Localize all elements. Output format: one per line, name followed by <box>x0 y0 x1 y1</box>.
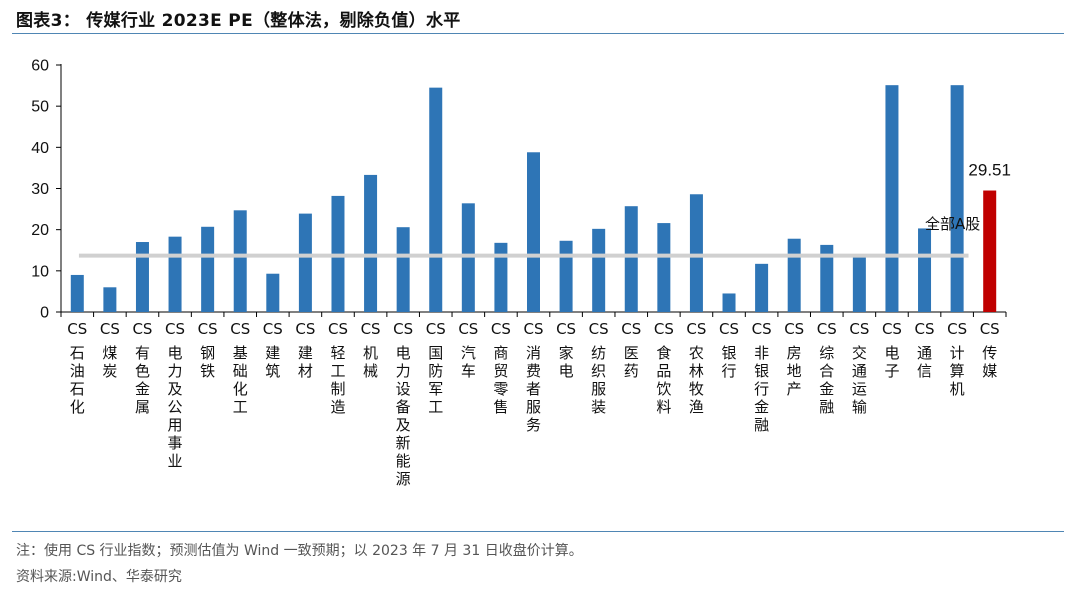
x-tick-label: CS 煤炭 <box>100 320 120 380</box>
x-tick-label: CS 农林牧渔 <box>686 320 706 416</box>
x-tick-label: CS 家电 <box>556 320 576 380</box>
x-tick-label: CS 交通运输 <box>849 320 869 416</box>
x-tick-label: CS 商贸零售 <box>491 320 511 416</box>
y-tick-label: 50 <box>31 99 49 116</box>
x-tick-label: CS 建筑 <box>263 320 283 380</box>
x-tick-label: CS 食品饮料 <box>654 320 674 416</box>
y-tick-label: 30 <box>31 181 49 198</box>
bar <box>918 228 932 312</box>
bar <box>494 242 508 312</box>
bar <box>266 273 280 312</box>
bar <box>689 194 703 312</box>
bar <box>950 85 964 313</box>
x-tick-label: CS 电子 <box>882 320 902 380</box>
bar <box>820 244 834 312</box>
x-tick-label: CS 石油石化 <box>67 320 87 416</box>
bar <box>168 236 182 312</box>
bar <box>755 263 769 312</box>
chart-bars <box>70 85 997 313</box>
x-tick-label: CS 基础化工 <box>230 320 250 416</box>
bar <box>787 238 801 312</box>
reference-line-label: 全部A股 <box>925 215 980 233</box>
bar <box>201 226 215 312</box>
y-tick-label: 10 <box>31 263 49 280</box>
bar <box>396 227 410 312</box>
bar <box>527 152 540 312</box>
y-tick-label: 20 <box>31 222 49 239</box>
x-tick-label: CS 轻工制造 <box>328 320 348 416</box>
highlight-data-label: 29.51 <box>968 161 1011 180</box>
x-tick-label: CS 消费者服务 <box>524 320 544 434</box>
x-tick-labels: CS 石油石化 CS 煤炭 CS 有色金属 CS 电力及公用事业 CS 钢铁 CS 基础化工 CS 建筑 C… <box>67 320 999 488</box>
bar <box>624 206 638 312</box>
bar <box>429 87 443 313</box>
bar <box>722 293 736 312</box>
bar <box>592 228 606 312</box>
x-tick-label: CS 机械 <box>361 320 381 380</box>
x-tick-label: CS 电力及公用事业 <box>165 320 185 470</box>
bar <box>657 223 671 312</box>
x-tick-label: CS 综合金融 <box>817 320 837 416</box>
x-tick-label: CS 计算机 <box>947 320 967 398</box>
x-tick-label: CS 医药 <box>621 320 641 380</box>
bar <box>70 274 84 312</box>
chart-title: 图表3： 传媒行业 2023E PE（整体法，剔除负值）水平 <box>16 11 461 31</box>
x-tick-label: CS 银行 <box>719 320 739 380</box>
footer-divider <box>12 531 1064 532</box>
y-tick-label: 40 <box>31 140 49 157</box>
x-tick-label: CS 房地产 <box>784 320 804 398</box>
bar <box>103 287 117 312</box>
bar <box>461 203 475 312</box>
bar <box>852 256 866 312</box>
x-tick-label: CS 电力设备及新能源 <box>393 320 413 488</box>
source-line: 资料来源:Wind、华泰研究 <box>16 569 182 585</box>
chart-axes: 0 10 20 30 40 50 60 <box>31 58 1007 322</box>
chart-annotations: 全部A股 29.51 <box>78 161 1011 258</box>
bar <box>135 242 149 312</box>
x-tick-label: CS 非银行金融 <box>752 320 772 434</box>
y-tick-label: 60 <box>31 58 49 75</box>
bar <box>364 174 378 312</box>
title-divider <box>12 33 1064 34</box>
bar <box>885 85 899 313</box>
y-tick-label: 0 <box>40 305 49 322</box>
x-tick-label: CS 传媒 <box>980 320 1000 380</box>
bar <box>298 213 312 312</box>
bar <box>233 210 247 312</box>
x-tick-label: CS 通信 <box>915 320 935 380</box>
x-tick-label: CS 汽车 <box>458 320 478 380</box>
bar <box>559 240 573 312</box>
footnote: 注：使用 CS 行业指数；预测估值为 Wind 一致预期；以 2023 年 7 … <box>16 543 583 559</box>
x-tick-label: CS 国防军工 <box>426 320 446 416</box>
x-tick-label: CS 钢铁 <box>198 320 218 380</box>
x-tick-label: CS 有色金属 <box>132 320 152 416</box>
bar <box>983 190 997 312</box>
x-tick-label: CS 纺织服装 <box>589 320 609 416</box>
x-tick-label: CS 建材 <box>295 320 315 380</box>
